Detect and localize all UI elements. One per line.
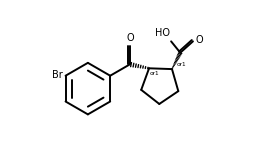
Text: O: O: [126, 32, 134, 43]
Text: or1: or1: [150, 71, 160, 76]
Text: HO: HO: [155, 28, 170, 38]
Text: Br: Br: [52, 70, 63, 80]
Text: O: O: [196, 35, 203, 45]
Text: or1: or1: [177, 62, 187, 67]
